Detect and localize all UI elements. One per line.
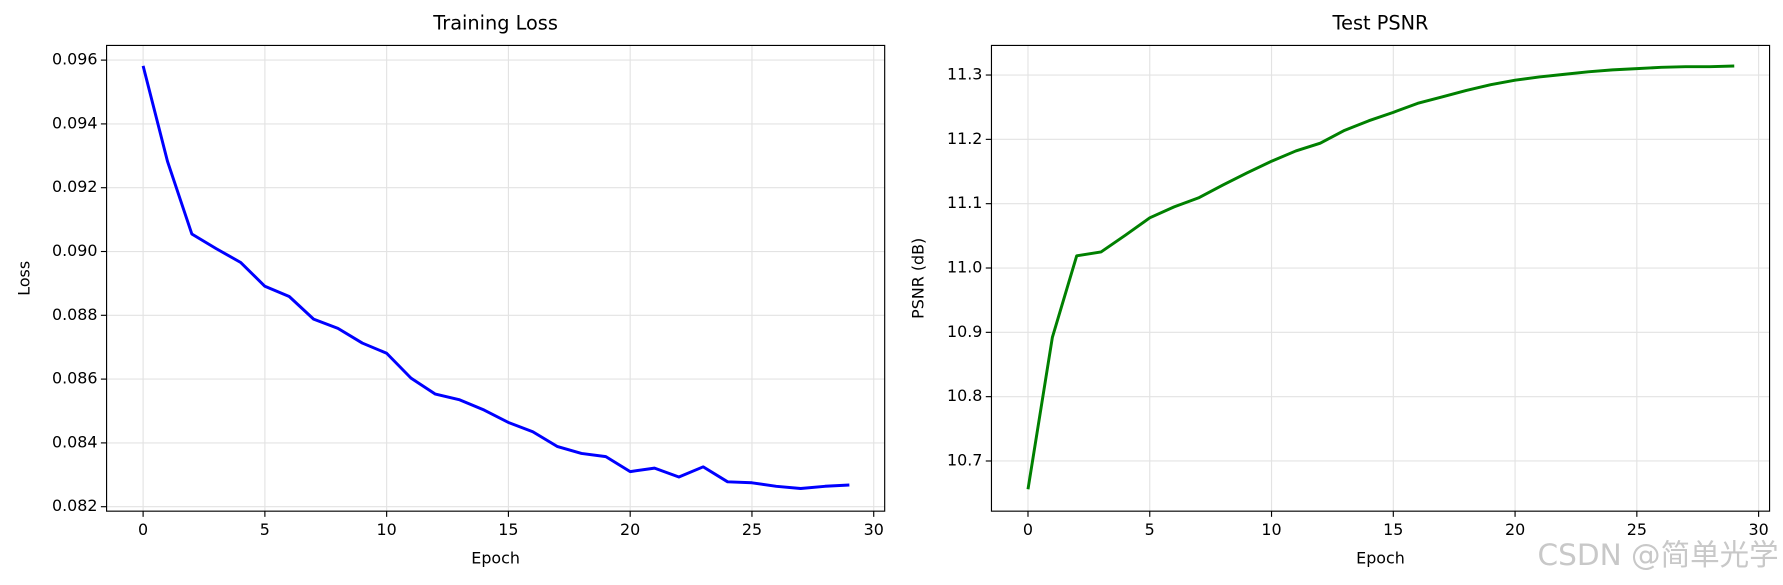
y-tick-label: 0.086 xyxy=(52,369,98,388)
chart-title: Training Loss xyxy=(432,11,558,34)
y-axis-label: Loss xyxy=(14,261,33,296)
x-axis-label: Epoch xyxy=(1356,548,1405,567)
x-tick-label: 5 xyxy=(260,520,270,539)
x-tick-label: 0 xyxy=(138,520,148,539)
watermark: CSDN @简单光学 xyxy=(1538,538,1779,572)
x-tick-label: 15 xyxy=(498,520,518,539)
y-tick-label: 10.9 xyxy=(947,322,982,341)
y-tick-label: 10.8 xyxy=(947,386,982,405)
x-tick-label: 25 xyxy=(742,520,762,539)
y-tick-label: 0.084 xyxy=(52,432,98,451)
y-tick-label: 0.088 xyxy=(52,305,98,324)
y-tick-label: 0.096 xyxy=(52,50,98,69)
plot-frame xyxy=(990,44,1771,512)
x-tick-label: 30 xyxy=(1748,520,1768,539)
x-tick-label: 5 xyxy=(1145,520,1155,539)
x-tick-label: 20 xyxy=(620,520,640,539)
x-tick-label: 20 xyxy=(1505,520,1525,539)
y-tick-label: 10.7 xyxy=(947,450,982,469)
y-axis-label: PSNR (dB) xyxy=(908,238,927,319)
y-tick-label: 0.090 xyxy=(52,241,98,260)
y-tick-label: 11.2 xyxy=(947,129,982,148)
plot-frame xyxy=(106,44,886,512)
y-tick-label: 0.092 xyxy=(52,177,98,196)
x-tick-label: 10 xyxy=(1261,520,1281,539)
series-line xyxy=(1026,64,1735,490)
x-tick-label: 30 xyxy=(864,520,884,539)
x-tick-label: 10 xyxy=(377,520,397,539)
series-line xyxy=(141,65,850,490)
y-tick-label: 0.082 xyxy=(52,496,98,515)
x-tick-label: 0 xyxy=(1023,520,1033,539)
x-tick-label: 25 xyxy=(1627,520,1647,539)
x-tick-label: 15 xyxy=(1383,520,1403,539)
x-axis-label: Epoch xyxy=(471,548,520,567)
y-tick-label: 11.0 xyxy=(947,258,982,277)
y-tick-label: 0.094 xyxy=(52,113,98,132)
y-tick-label: 11.3 xyxy=(947,65,982,84)
chart-title: Test PSNR xyxy=(1332,11,1429,34)
y-tick-label: 11.1 xyxy=(947,193,982,212)
